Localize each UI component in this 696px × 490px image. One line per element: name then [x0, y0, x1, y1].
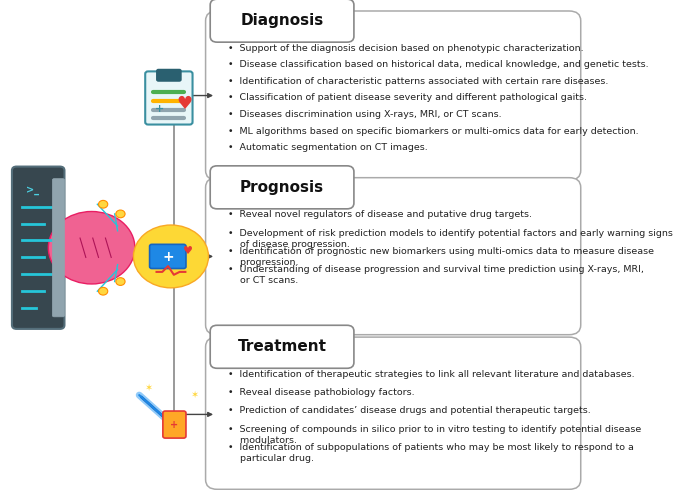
FancyBboxPatch shape: [52, 179, 65, 317]
Text: •  Support of the diagnosis decision based on phenotypic characterization.: • Support of the diagnosis decision base…: [228, 44, 583, 52]
Text: •  Development of risk prediction models to identify potential factors and early: • Development of risk prediction models …: [228, 229, 672, 249]
FancyBboxPatch shape: [163, 411, 186, 438]
FancyBboxPatch shape: [210, 0, 354, 42]
FancyBboxPatch shape: [205, 11, 580, 180]
Text: •  Understanding of disease progression and survival time prediction using X-ray: • Understanding of disease progression a…: [228, 266, 643, 286]
Text: •  Diseases discrimination using X-rays, MRI, or CT scans.: • Diseases discrimination using X-rays, …: [228, 110, 501, 119]
FancyBboxPatch shape: [145, 72, 193, 124]
Text: •  Disease classification based on historical data, medical knowledge, and genet: • Disease classification based on histor…: [228, 60, 648, 69]
Text: •  Screening of compounds in silico prior to in vitro testing to identify potent: • Screening of compounds in silico prior…: [228, 425, 641, 445]
Text: •  Reveal novel regulators of disease and putative drug targets.: • Reveal novel regulators of disease and…: [228, 210, 532, 220]
Text: Prognosis: Prognosis: [240, 180, 324, 195]
Circle shape: [116, 210, 125, 218]
Text: +: +: [155, 104, 164, 114]
Text: •  Classification of patient disease severity and different pathological gaits.: • Classification of patient disease seve…: [228, 94, 587, 102]
Text: •  Identification of characteristic patterns associated with certain rare diseas: • Identification of characteristic patte…: [228, 77, 608, 86]
Text: •  Prediction of candidates’ disease drugs and potential therapeutic targets.: • Prediction of candidates’ disease drug…: [228, 406, 590, 416]
Text: •  Reveal disease pathobiology factors.: • Reveal disease pathobiology factors.: [228, 388, 414, 397]
Text: •  Identification of therapeutic strategies to link all relevant literature and : • Identification of therapeutic strategi…: [228, 370, 634, 379]
FancyBboxPatch shape: [12, 167, 65, 329]
Text: ✶: ✶: [144, 383, 152, 393]
FancyBboxPatch shape: [150, 245, 186, 269]
Text: ♥: ♥: [183, 245, 193, 256]
FancyBboxPatch shape: [205, 337, 580, 490]
Text: •  Identification of prognostic new biomarkers using multi-omics data to measure: • Identification of prognostic new bioma…: [228, 247, 654, 267]
Circle shape: [99, 200, 108, 208]
FancyBboxPatch shape: [210, 325, 354, 368]
Text: +: +: [171, 420, 178, 430]
FancyBboxPatch shape: [157, 70, 181, 81]
Text: ♥: ♥: [177, 95, 193, 113]
Circle shape: [48, 212, 135, 284]
Text: •  Automatic segmentation on CT images.: • Automatic segmentation on CT images.: [228, 143, 427, 152]
Text: >_: >_: [26, 185, 39, 195]
FancyBboxPatch shape: [205, 178, 580, 335]
Text: Diagnosis: Diagnosis: [240, 13, 324, 28]
Circle shape: [116, 278, 125, 285]
FancyBboxPatch shape: [210, 166, 354, 209]
Text: •  ML algorithms based on specific biomarkers or multi-omics data for early dete: • ML algorithms based on specific biomar…: [228, 126, 638, 136]
Circle shape: [134, 225, 209, 288]
Text: •  Identification of subpopulations of patients who may be most likely to respon: • Identification of subpopulations of pa…: [228, 443, 633, 463]
Text: +: +: [163, 250, 174, 265]
Circle shape: [99, 287, 108, 295]
Text: ✶: ✶: [190, 390, 198, 400]
Text: Treatment: Treatment: [237, 339, 326, 354]
